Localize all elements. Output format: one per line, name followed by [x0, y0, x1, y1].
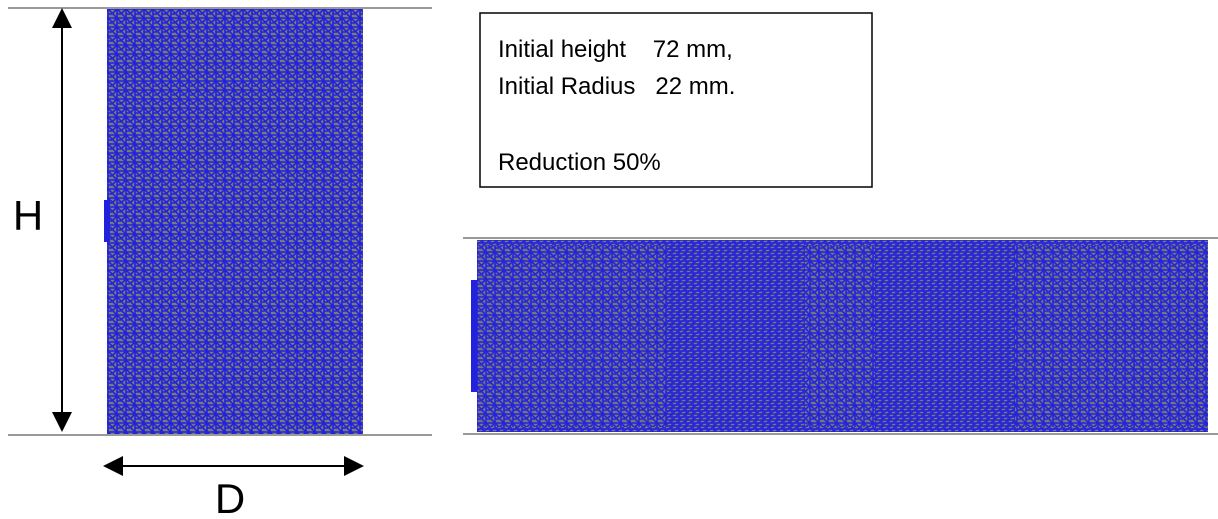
initial-specimen: H D [8, 7, 432, 519]
mesh-dense [477, 245, 667, 427]
mesh-dense [1015, 245, 1208, 427]
mesh-dense [805, 245, 875, 427]
height-symbol: H [13, 192, 43, 239]
info-box: Initial height 72 mm, Initial Radius 22 … [479, 12, 873, 188]
mesh-edge [104, 200, 110, 242]
info-line: Reduction 50% [498, 149, 661, 176]
mesh-edge [471, 280, 477, 392]
info-frame [479, 12, 873, 188]
info-line: Initial Radius 22 mm. [498, 73, 735, 100]
compressed-specimen [463, 237, 1218, 435]
mesh [107, 9, 363, 434]
diameter-symbol: D [215, 475, 245, 519]
info-line: Initial height 72 mm, [498, 36, 733, 63]
